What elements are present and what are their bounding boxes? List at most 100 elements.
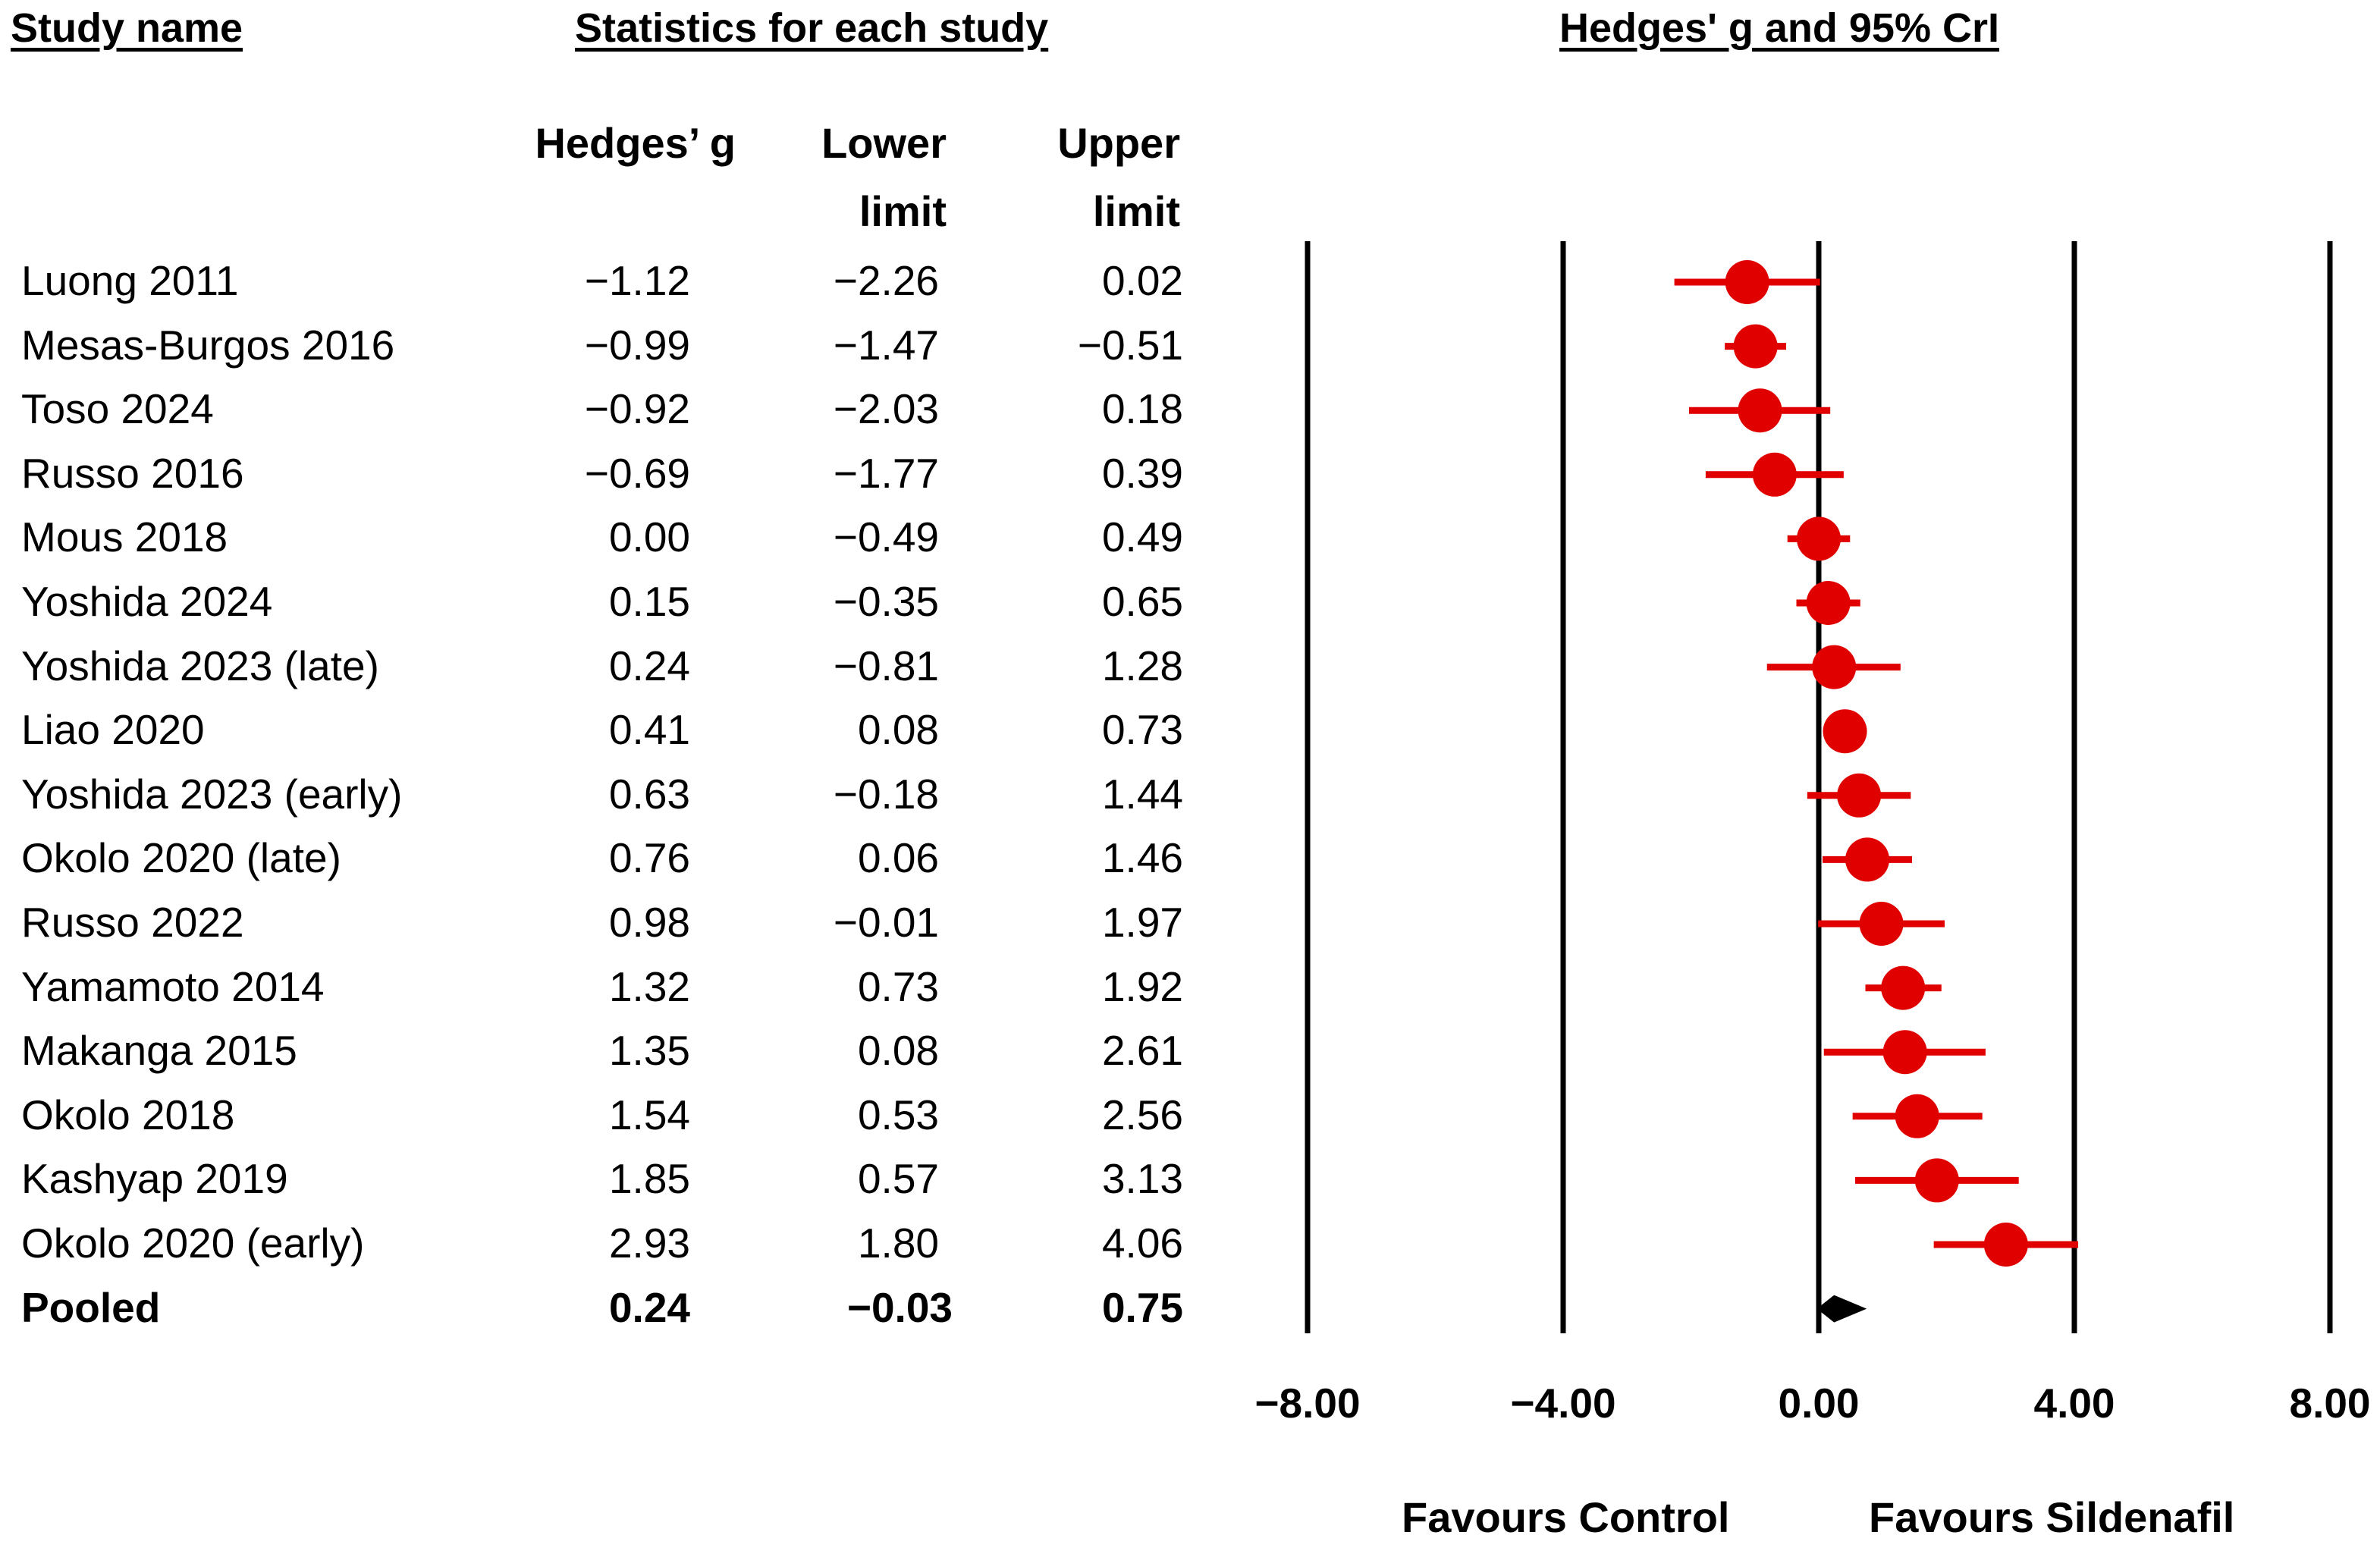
- header-statistics: Statistics for each study: [575, 5, 1049, 51]
- hedges-g-value: 0.63: [608, 770, 690, 818]
- hedges-g-value: 0.41: [608, 706, 690, 754]
- x-tick-label: 8.00: [2289, 1380, 2371, 1427]
- lower-limit-value: −1.47: [833, 321, 939, 369]
- point-estimate: [1882, 1030, 1927, 1075]
- hedges-g-value: 1.85: [608, 1155, 690, 1203]
- hedges-g-value: −0.99: [584, 321, 690, 369]
- x-tick-label: 4.00: [2033, 1380, 2115, 1427]
- column-upper-1: Upper: [1057, 119, 1180, 167]
- lower-limit-value: 0.08: [857, 706, 939, 754]
- hedges-g-value: −1.12: [584, 257, 690, 304]
- column-lower-2: limit: [859, 187, 947, 235]
- hedges-g-value: −0.92: [584, 385, 690, 433]
- point-estimate: [1823, 709, 1867, 754]
- upper-limit-value: 0.73: [1101, 706, 1183, 754]
- point-estimate: [1738, 388, 1782, 433]
- lower-limit-value: −0.49: [833, 513, 939, 561]
- point-estimate: [1845, 837, 1890, 882]
- study-name: Luong 2011: [21, 257, 239, 304]
- lower-limit-value: 0.57: [857, 1155, 939, 1203]
- lower-limit-value: −0.01: [833, 899, 939, 946]
- study-name: Okolo 2020 (early): [21, 1220, 365, 1267]
- hedges-g-value: 1.54: [608, 1091, 690, 1138]
- hedges-g-value: 1.35: [608, 1027, 690, 1075]
- point-estimate: [1806, 581, 1851, 625]
- point-estimate: [1752, 452, 1797, 497]
- hedges-g-value: 1.32: [608, 962, 690, 1010]
- point-estimate: [1983, 1223, 2028, 1267]
- upper-limit-value: 1.97: [1101, 899, 1183, 946]
- study-name: Yoshida 2023 (early): [21, 770, 403, 818]
- lower-limit-value: 0.73: [857, 962, 939, 1010]
- column-lower-1: Lower: [821, 119, 947, 167]
- lower-limit-value: 0.08: [857, 1027, 939, 1075]
- header-plot: Hedges' g and 95% CrI: [1559, 5, 1999, 51]
- study-name: Yoshida 2024: [21, 578, 273, 625]
- upper-limit-value: 1.28: [1101, 642, 1183, 689]
- study-name: Yoshida 2023 (late): [21, 642, 379, 689]
- study-name: Toso 2024: [21, 385, 214, 433]
- study-name: Mesas-Burgos 2016: [21, 321, 395, 369]
- x-tick-label: −8.00: [1254, 1380, 1361, 1427]
- lower-limit-value: −2.03: [833, 385, 939, 433]
- point-estimate: [1733, 324, 1778, 369]
- pooled-hedges-g: 0.24: [608, 1283, 690, 1331]
- upper-limit-value: 3.13: [1101, 1155, 1183, 1203]
- hedges-g-value: 2.93: [608, 1220, 690, 1267]
- pooled-upper-limit: 0.75: [1101, 1283, 1183, 1331]
- favours-sildenafil-label: Favours Sildenafil: [1869, 1493, 2235, 1541]
- study-name: Russo 2016: [21, 449, 244, 497]
- upper-limit-value: 2.56: [1101, 1091, 1183, 1138]
- column-upper-2: limit: [1092, 187, 1180, 235]
- x-tick-label: 0.00: [1778, 1380, 1860, 1427]
- lower-limit-value: 0.53: [857, 1091, 939, 1138]
- point-estimate: [1797, 516, 1841, 561]
- upper-limit-value: 1.46: [1101, 834, 1183, 882]
- hedges-g-value: 0.76: [608, 834, 690, 882]
- upper-limit-value: 2.61: [1101, 1027, 1183, 1075]
- upper-limit-value: 0.18: [1101, 385, 1183, 433]
- study-name: Okolo 2020 (late): [21, 834, 341, 882]
- study-name: Kashyap 2019: [21, 1155, 288, 1203]
- lower-limit-value: −0.18: [833, 770, 939, 818]
- column-hedges-g: Hedges’ g: [535, 119, 736, 167]
- upper-limit-value: 0.39: [1101, 449, 1183, 497]
- pooled-diamond: [1816, 1295, 1867, 1323]
- study-name: Makanga 2015: [21, 1027, 297, 1075]
- study-name: Russo 2022: [21, 899, 244, 946]
- lower-limit-value: −1.77: [833, 449, 939, 497]
- point-estimate: [1812, 645, 1857, 689]
- lower-limit-value: 0.06: [857, 834, 939, 882]
- upper-limit-value: 1.92: [1101, 962, 1183, 1010]
- upper-limit-value: 0.02: [1101, 257, 1183, 304]
- point-estimate: [1895, 1094, 1939, 1138]
- upper-limit-value: 0.65: [1101, 578, 1183, 625]
- favours-control-label: Favours Control: [1402, 1493, 1730, 1541]
- hedges-g-value: 0.98: [608, 899, 690, 946]
- study-name: Mous 2018: [21, 513, 228, 561]
- study-name: Yamamoto 2014: [21, 962, 325, 1010]
- hedges-g-value: 0.24: [608, 642, 690, 689]
- point-estimate: [1859, 902, 1904, 946]
- upper-limit-value: 0.49: [1101, 513, 1183, 561]
- lower-limit-value: −2.26: [833, 257, 939, 304]
- lower-limit-value: 1.80: [857, 1220, 939, 1267]
- point-estimate: [1914, 1158, 1959, 1203]
- x-tick-label: −4.00: [1510, 1380, 1616, 1427]
- point-estimate: [1725, 260, 1769, 304]
- lower-limit-value: −0.35: [833, 578, 939, 625]
- pooled-name: Pooled: [21, 1283, 161, 1331]
- hedges-g-value: −0.69: [584, 449, 690, 497]
- hedges-g-value: 0.15: [608, 578, 690, 625]
- hedges-g-value: 0.00: [608, 513, 690, 561]
- point-estimate: [1881, 965, 1926, 1010]
- pooled-lower-limit: −0.03: [846, 1283, 953, 1331]
- upper-limit-value: −0.51: [1077, 321, 1183, 369]
- study-name: Liao 2020: [21, 706, 205, 754]
- upper-limit-value: 1.44: [1101, 770, 1183, 818]
- upper-limit-value: 4.06: [1101, 1220, 1183, 1267]
- lower-limit-value: −0.81: [833, 642, 939, 689]
- point-estimate: [1837, 773, 1882, 818]
- header-study-name: Study name: [11, 5, 243, 51]
